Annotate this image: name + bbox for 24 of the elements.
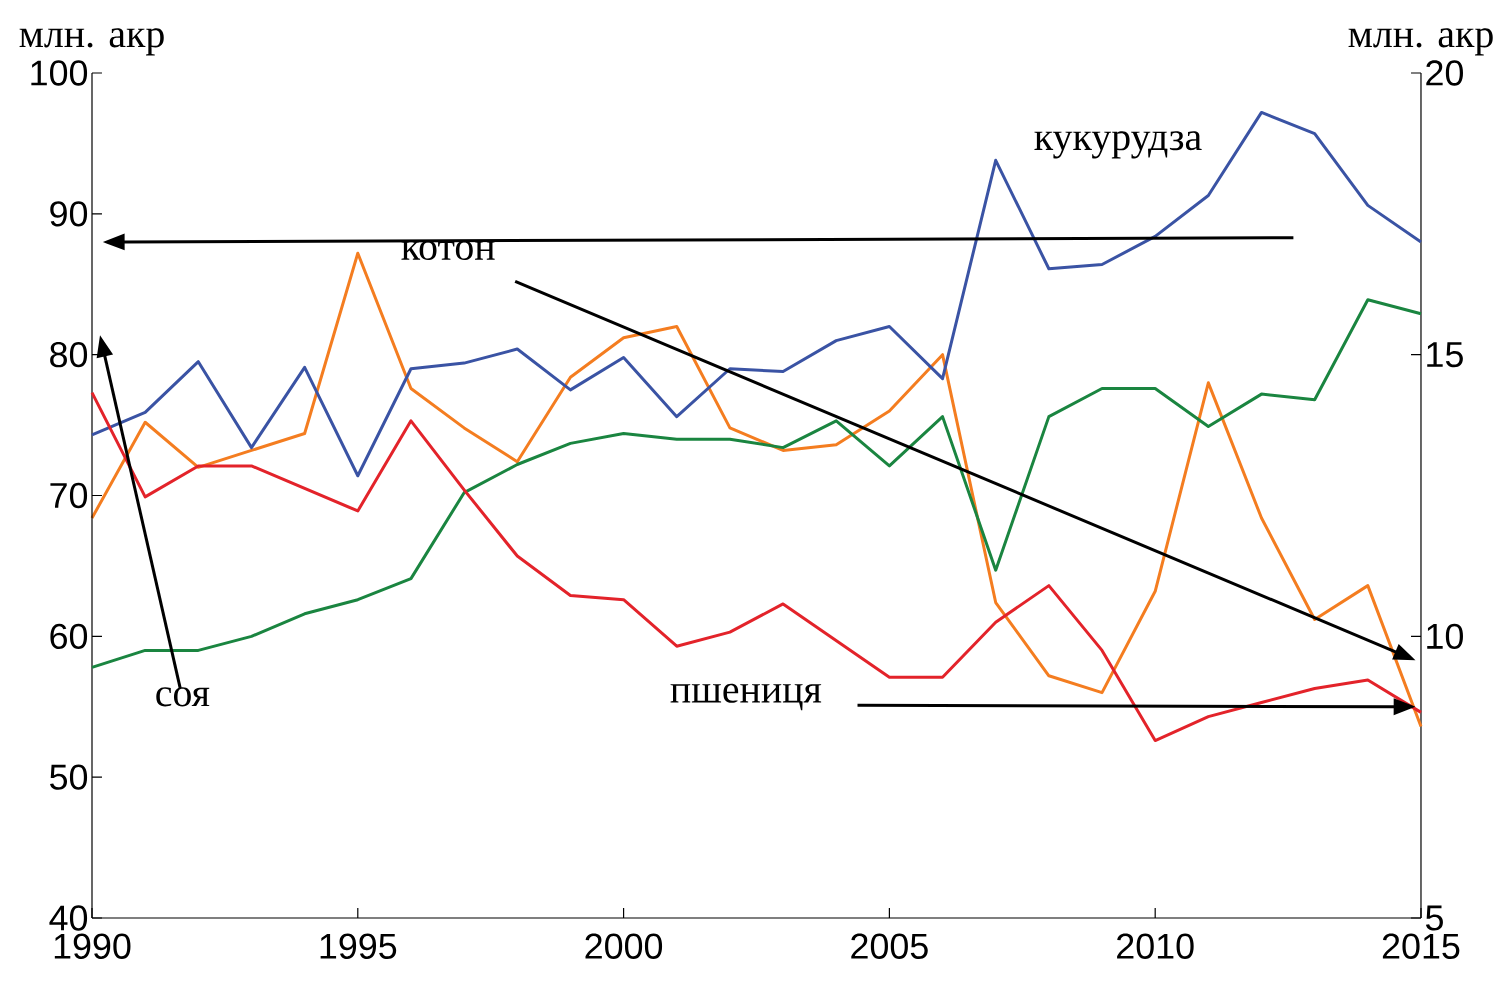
y2-tick-label: 20 <box>1426 60 1463 86</box>
x-tick-label: 1995 <box>320 933 397 959</box>
y2-tick-label: 10 <box>1427 623 1463 650</box>
x-tick-label: 2010 <box>1117 933 1194 959</box>
y-tick-label: 90 <box>50 201 88 227</box>
y-axis-title: млн. акр <box>19 28 164 56</box>
x-tick-label: 1990 <box>54 933 131 959</box>
y-tick-label: 70 <box>50 482 88 509</box>
y-tick-label: 80 <box>50 341 88 368</box>
annotation: соя <box>156 687 210 707</box>
x-tick-label: 2000 <box>585 933 663 959</box>
line-series <box>90 298 1423 669</box>
y2-axis-title: млн. акр <box>1348 28 1493 56</box>
y2-tick-label: 15 <box>1427 342 1463 368</box>
y-tick-label: 100 <box>31 60 88 86</box>
y2-tick-label: 5 <box>1425 905 1443 931</box>
line-series <box>90 110 1423 478</box>
annotation: кукурудза <box>1034 131 1202 159</box>
y-tick-label: 40 <box>49 905 88 931</box>
x-tick-label: 2005 <box>851 933 928 959</box>
x-tick-label: 2015 <box>1382 933 1460 959</box>
y-tick-label: 60 <box>50 623 88 650</box>
annotation: пшениця <box>670 683 822 711</box>
y-tick-label: 50 <box>50 764 88 790</box>
